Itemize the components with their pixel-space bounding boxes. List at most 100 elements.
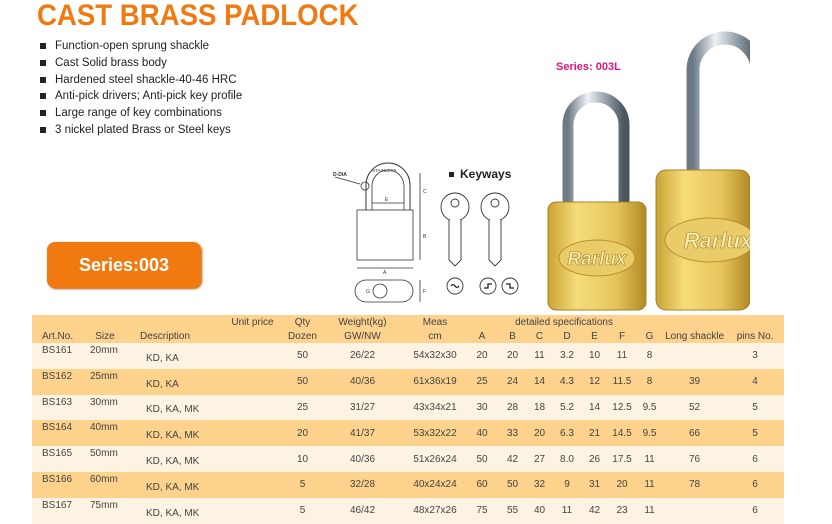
table-header-bottom: Art.No. Size Description Dozen GW/NW cm …: [32, 329, 785, 343]
cell-price: [220, 394, 285, 421]
keys-illustration: [440, 192, 519, 295]
cell-art: BS164: [32, 420, 80, 447]
cell-size: 50mm: [80, 446, 130, 472]
feature-list: Function-open sprung shackle Cast Solid …: [40, 38, 242, 138]
cell-d: 6.3: [553, 420, 581, 447]
header-b: B: [499, 329, 526, 343]
feature-item: Function-open sprung shackle: [40, 38, 242, 55]
cell-desc: KD, KA, MK: [130, 497, 220, 524]
cell-d: 5.2: [553, 394, 581, 421]
cell-long: [663, 343, 727, 369]
cell-pins: 6: [726, 497, 785, 524]
cell-f: 11: [608, 343, 636, 369]
cell-qty: 5: [285, 497, 320, 524]
header-qty: Qty: [285, 315, 320, 329]
cell-pins: 6: [726, 446, 785, 472]
brand-logo: Rarlux: [567, 249, 628, 270]
cell-e: 10: [581, 343, 608, 369]
cell-e: 26: [581, 446, 608, 472]
header-c: C: [526, 329, 553, 343]
cell-c: 32: [526, 471, 553, 498]
cell-meas: 54x32x30: [405, 343, 465, 369]
cell-art: BS163: [32, 394, 80, 421]
cell-size: 40mm: [80, 420, 130, 447]
table-row: BS163 30mm KD, KA, MK 25 31/27 43x34x21 30 28 18…: [32, 394, 785, 421]
cell-f: 23: [608, 497, 636, 524]
cell-b: 28: [499, 394, 526, 421]
cell-long: 66: [663, 420, 727, 447]
header-cm: cm: [405, 329, 465, 343]
series-003-button[interactable]: Series:003: [47, 242, 201, 288]
cell-b: 55: [499, 497, 526, 524]
cell-g: 9.5: [636, 394, 664, 421]
cell-g: 11: [636, 497, 664, 524]
cell-f: 20: [608, 471, 636, 498]
feature-item: Hardened steel shackle-40-46 HRC: [40, 71, 242, 88]
cell-qty: 50: [285, 368, 320, 395]
cell-c: 14: [526, 368, 553, 395]
cell-a: 50: [465, 446, 499, 472]
cell-g: 11: [636, 471, 664, 498]
padlock-photo: Rarlux Rarlux: [547, 31, 750, 311]
cell-qty: 50: [285, 343, 320, 369]
brand-logo: Rarlux: [684, 228, 750, 253]
cell-f: 17.5: [608, 446, 636, 472]
specifications-table: Unit price Qty Weight(kg) Meas detailed …: [32, 315, 785, 524]
cell-art: BS161: [32, 343, 80, 369]
dim-e-label: E: [385, 197, 389, 203]
cell-size: 60mm: [80, 471, 130, 498]
bullet-icon: [40, 76, 46, 83]
cell-f: 11.5: [608, 368, 636, 395]
feature-text: Anti-pick drivers; Anti-pick key profile: [55, 90, 243, 103]
header-gw-nw: GW/NW: [320, 329, 405, 343]
feature-item: 3 nickel plated Brass or Steel keys: [40, 121, 242, 138]
cell-f: 14.5: [608, 420, 636, 447]
dim-a-label: A: [383, 270, 387, 276]
cell-qty: 25: [285, 394, 320, 421]
header-e: E: [581, 329, 608, 343]
cell-weight: 46/42: [320, 497, 405, 524]
cell-a: 75: [465, 497, 499, 524]
header-long-shackle: Long shackle: [663, 329, 727, 343]
header-weight: Weight(kg): [320, 315, 405, 329]
cell-desc: KD, KA, MK: [130, 446, 220, 472]
header-meas: Meas: [405, 315, 465, 329]
header-a: A: [465, 329, 499, 343]
cell-desc: KD, KA: [130, 368, 220, 395]
cell-a: 20: [465, 343, 499, 369]
cell-meas: 61x36x19: [405, 368, 465, 395]
bullet-icon: [40, 60, 46, 67]
cell-weight: 26/22: [320, 343, 405, 369]
cell-art: BS167: [32, 497, 80, 524]
header-art-no: Art.No.: [32, 329, 80, 343]
feature-text: Cast Solid brass body: [55, 57, 167, 70]
d-dia-label: D-DIA: [333, 172, 347, 178]
header-g: G: [636, 329, 664, 343]
cell-a: 25: [465, 368, 499, 395]
cell-weight: 41/37: [320, 420, 405, 447]
cell-a: 40: [465, 420, 499, 447]
cell-g: 8: [636, 368, 664, 395]
cell-desc: KD, KA: [130, 343, 220, 369]
cell-g: 8: [636, 343, 664, 369]
cell-price: [220, 471, 285, 498]
cell-meas: 53x32x22: [405, 420, 465, 447]
cell-c: 27: [526, 446, 553, 472]
dim-f-label: F: [423, 289, 426, 295]
cell-b: 20: [499, 343, 526, 369]
series-003l-label: Series: 003L: [556, 61, 621, 73]
cell-e: 21: [581, 420, 608, 447]
table-header-top: Unit price Qty Weight(kg) Meas detailed …: [32, 315, 785, 329]
cell-e: 14: [581, 394, 608, 421]
cell-size: 20mm: [80, 343, 130, 369]
cell-size: 25mm: [80, 368, 130, 395]
feature-text: Function-open sprung shackle: [55, 40, 210, 53]
cell-d: 4.3: [553, 368, 581, 395]
cell-pins: 3: [726, 343, 785, 369]
bullet-icon: [40, 126, 46, 133]
cell-a: 30: [465, 394, 499, 421]
header-dozen: Dozen: [285, 329, 320, 343]
cell-art: BS165: [32, 446, 80, 472]
table-row: BS162 25mm KD, KA 50 40/36 61x36x19 25 24 14 4.3 1…: [32, 368, 785, 395]
header-unit-price: Unit price: [220, 315, 285, 329]
